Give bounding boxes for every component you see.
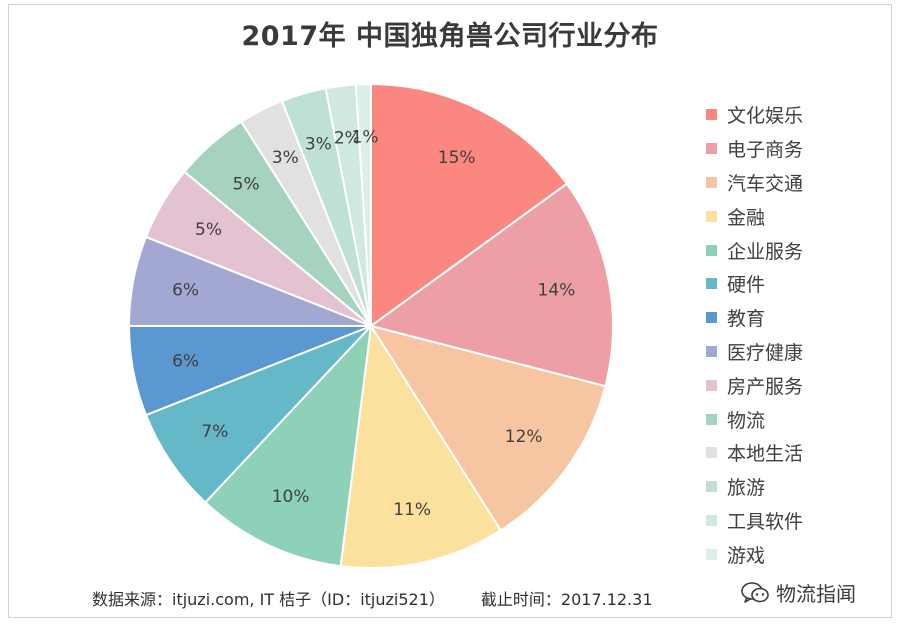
legend-swatch: [706, 143, 717, 155]
chart-frame: [8, 4, 892, 618]
legend-swatch: [706, 379, 717, 391]
legend-item: 金融: [706, 199, 886, 233]
slice-label-14: 1%: [352, 127, 379, 147]
legend-item: 硬件: [706, 267, 886, 301]
legend-swatch: [706, 109, 717, 121]
legend-item: 游戏: [706, 537, 886, 571]
legend-item: 企业服务: [706, 233, 886, 267]
slice-label-4: 11%: [393, 500, 431, 520]
slice-label-6: 7%: [201, 422, 228, 442]
slice-label-12: 3%: [305, 135, 332, 155]
legend-label: 本地生活: [727, 443, 804, 466]
slice-label-8: 6%: [172, 281, 199, 301]
legend-label: 旅游: [727, 477, 766, 500]
legend-label: 物流: [727, 409, 766, 432]
legend-label: 金融: [727, 206, 766, 229]
legend-swatch: [706, 413, 717, 425]
legend-item: 文化娱乐: [706, 98, 886, 132]
pie-slice-14: [354, 82, 372, 327]
legend-label: 硬件: [727, 274, 766, 297]
legend-label: 文化娱乐: [727, 105, 804, 128]
slice-label-5: 10%: [272, 487, 310, 507]
wechat-icon: [741, 581, 769, 603]
pie-slice-4: [339, 323, 503, 569]
legend-label: 企业服务: [727, 240, 804, 263]
legend-swatch: [706, 548, 717, 560]
legend-swatch: [706, 312, 717, 324]
pie-slice-6: [144, 325, 372, 504]
slice-label-9: 5%: [195, 220, 222, 240]
source-note: 数据来源：itjuzi.com, IT 桔子（ID：itjuzi521）: [92, 590, 445, 609]
legend-swatch: [706, 447, 717, 459]
legend-swatch: [706, 345, 717, 357]
legend-swatch: [706, 481, 717, 493]
legend-label: 游戏: [727, 544, 766, 567]
watermark-text: 物流指闻: [776, 582, 856, 606]
legend-swatch: [706, 278, 717, 290]
legend-label: 医疗健康: [727, 341, 804, 364]
chart-title: 2017年 中国独角兽公司行业分布: [241, 21, 659, 52]
legend-swatch: [706, 514, 717, 526]
legend-item: 旅游: [706, 470, 886, 504]
legend-item: 本地生活: [706, 436, 886, 470]
legend-item: 电子商务: [706, 132, 886, 166]
pie-slice-1: [370, 82, 569, 328]
slice-label-2: 14%: [538, 281, 576, 301]
pie-slice-5: [203, 323, 373, 568]
slice-label-11: 3%: [272, 148, 299, 168]
legend-label: 电子商务: [727, 139, 804, 162]
legend-item: 工具软件: [706, 504, 886, 538]
cutoff-note: 截止时间：2017.12.31: [480, 590, 653, 609]
slice-label-10: 5%: [233, 174, 260, 194]
pie-slice-2: [368, 182, 614, 388]
chart-legend: 文化娱乐电子商务汽车交通金融企业服务硬件教育医疗健康房产服务物流本地生活旅游工具…: [706, 98, 886, 571]
slice-label-1: 15%: [438, 148, 476, 168]
legend-label: 教育: [727, 308, 766, 331]
legend-item: 医疗健康: [706, 335, 886, 369]
legend-swatch: [706, 244, 717, 256]
legend-label: 工具软件: [727, 510, 804, 533]
slice-label-7: 6%: [172, 351, 199, 371]
legend-swatch: [706, 176, 717, 188]
watermark: 物流指闻: [740, 578, 856, 607]
legend-swatch: [706, 210, 717, 222]
legend-label: 房产服务: [727, 375, 804, 398]
pie-slice-3: [368, 324, 607, 532]
slice-label-13: 2%: [334, 129, 361, 149]
legend-item: 教育: [706, 301, 886, 335]
slice-label-3: 12%: [505, 427, 543, 447]
footer: 数据来源：itjuzi.com, IT 桔子（ID：itjuzi521） 截止时间…: [92, 586, 653, 610]
legend-label: 汽车交通: [727, 172, 804, 195]
legend-item: 汽车交通: [706, 166, 886, 200]
legend-item: 物流: [706, 402, 886, 436]
legend-item: 房产服务: [706, 368, 886, 402]
